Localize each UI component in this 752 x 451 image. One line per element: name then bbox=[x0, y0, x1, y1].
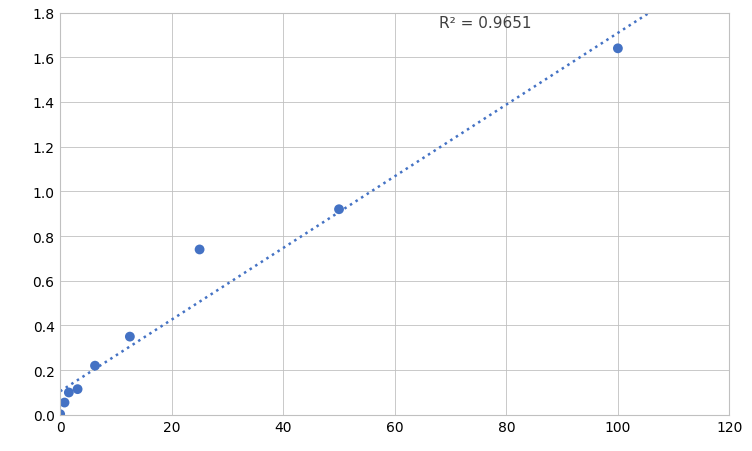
Point bbox=[71, 386, 83, 393]
Point bbox=[63, 389, 75, 396]
Point bbox=[333, 206, 345, 213]
Point bbox=[193, 246, 205, 253]
Point bbox=[124, 333, 136, 341]
Text: R² = 0.9651: R² = 0.9651 bbox=[439, 16, 532, 32]
Point bbox=[89, 362, 101, 369]
Point bbox=[59, 399, 71, 406]
Point bbox=[612, 46, 624, 53]
Point bbox=[54, 411, 66, 418]
